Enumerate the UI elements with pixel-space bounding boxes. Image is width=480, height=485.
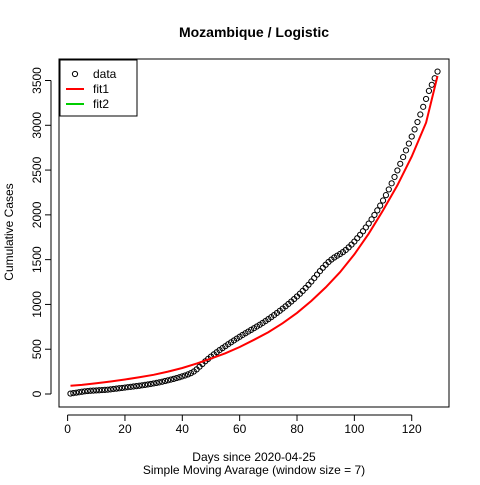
data-point [417,111,424,118]
data-point [130,383,137,390]
x-tick-label: 20 [118,422,132,436]
y-tick-label: 1000 [30,291,44,318]
data-point [173,374,180,382]
data-point [96,387,103,394]
legend-label-fit1: fit1 [93,82,109,96]
data-point [141,381,149,388]
data-point [365,220,372,227]
data-point [156,379,163,386]
data-point [121,384,129,391]
data-point [162,377,169,385]
data-point [124,384,131,391]
data-point [379,197,387,204]
x-tick-label: 0 [64,422,71,436]
data-point [84,387,91,395]
data-point [90,387,97,394]
data-point [70,390,77,397]
plot-frame [58,58,450,408]
data-point [408,133,415,140]
data-point [93,387,100,394]
data-point [382,192,390,199]
data-point [127,383,134,390]
y-tick-label: 0 [30,390,44,397]
data-point [73,389,80,396]
data-point [113,385,120,392]
data-point [388,180,395,187]
data-point [425,87,433,94]
data-point [434,68,441,75]
data-point [147,380,154,388]
series-line-fit1 [70,75,439,387]
data-point [87,387,94,394]
data-point [182,372,189,379]
data-point [170,375,177,382]
data-point [101,386,108,393]
data-point [405,140,412,147]
data-point [110,385,117,393]
data-point [116,385,123,392]
data-point [368,216,375,223]
data-point [400,153,407,161]
data-point [167,376,174,383]
x-tick-label: 60 [233,422,247,436]
data-point [176,374,183,381]
data-point [75,389,83,396]
data-point [411,126,418,133]
data-point [394,167,401,174]
data-point [164,377,172,384]
data-point [391,173,398,181]
data-point [144,381,151,388]
data-point [78,388,86,395]
y-tick-label: 3500 [30,67,44,94]
plot-area: 0 20 40 60 80 100 120 0 500 1000 1500 2000 2500 3000 3… [30,58,450,436]
data-point [118,384,126,392]
y-tick-label: 500 [30,339,44,359]
y-tick-label: 3000 [30,112,44,139]
data-point [422,95,430,103]
data-point [374,207,381,214]
legend-label-data: data [93,67,117,81]
data-point [67,390,74,397]
y-tick-label: 1500 [30,246,44,273]
data-point [139,382,146,389]
y-tick-label: 2500 [30,156,44,183]
data-point [98,386,106,394]
data-point [81,388,88,395]
data-point [420,103,427,110]
data-point [397,160,404,167]
x-tick-label: 80 [290,422,304,436]
data-point [377,202,384,209]
data-point [385,186,392,193]
y-axis-label: Cumulative Cases [2,183,16,280]
data-point [402,147,410,154]
legend-label-fit2: fit2 [93,97,109,111]
x-tick-label: 120 [402,422,422,436]
data-point [159,378,166,385]
x-tick-label: 100 [344,422,364,436]
data-point [414,118,421,126]
x-tick-label: 40 [176,422,190,436]
chart-title: Mozambique / Logistic [179,24,329,40]
legend-marker-data [71,70,79,78]
data-point [362,224,369,231]
y-tick-label: 2000 [30,201,44,228]
x-axis-label: Days since 2020-04-25 [192,450,316,464]
x-axis-sublabel: Simple Moving Avarage (window size = 7) [143,463,365,477]
data-point [179,373,186,380]
data-point [107,386,114,393]
data-point [153,379,160,387]
data-point [133,383,140,390]
data-point [184,371,192,378]
data-point [136,382,143,389]
data-point [371,211,378,219]
data-point [104,386,111,393]
data-point [150,380,157,387]
